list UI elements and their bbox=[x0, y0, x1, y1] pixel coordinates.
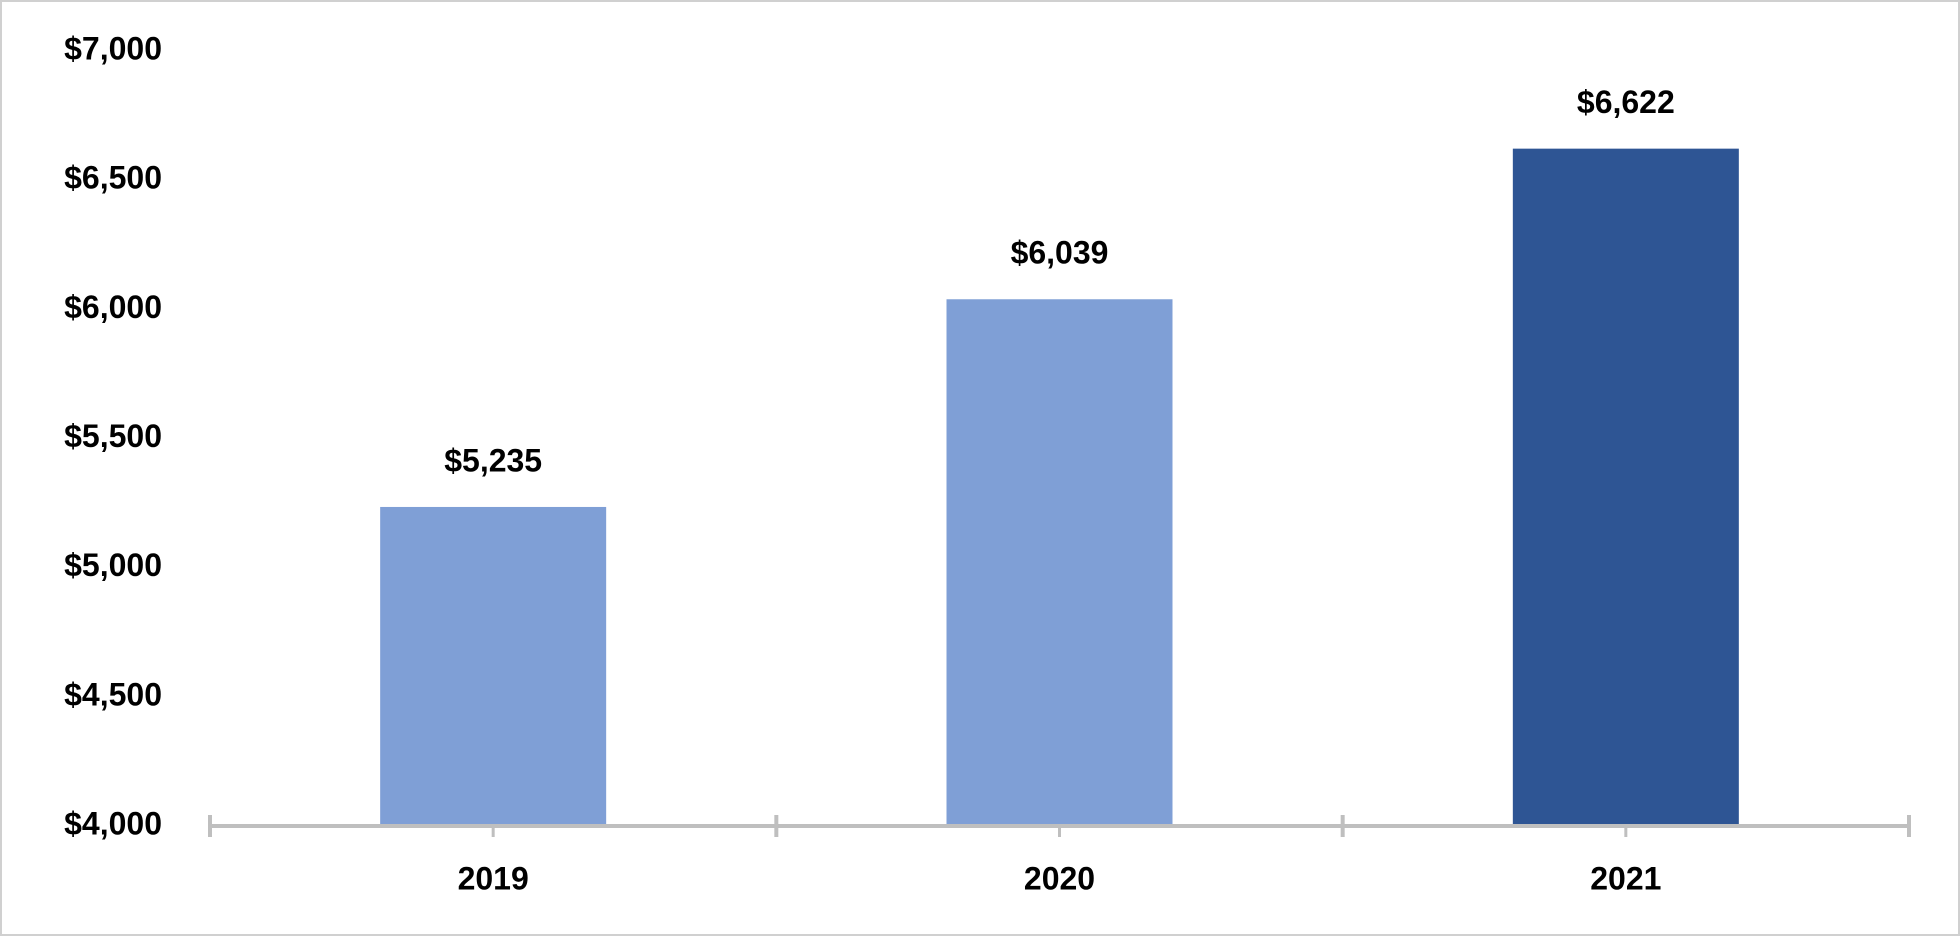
bar bbox=[946, 299, 1173, 827]
y-tick-label: $5,500 bbox=[64, 418, 162, 454]
y-tick-label: $6,000 bbox=[64, 289, 162, 325]
x-tick-label: 2019 bbox=[458, 860, 529, 896]
x-tick-label: 2020 bbox=[1024, 860, 1095, 896]
y-tick-label: $4,500 bbox=[64, 676, 162, 712]
y-tick-label: $5,000 bbox=[64, 547, 162, 583]
y-tick-label: $7,000 bbox=[64, 30, 162, 66]
value-label: $5,235 bbox=[444, 442, 542, 478]
value-label: $6,622 bbox=[1577, 84, 1675, 120]
x-tick-label: 2021 bbox=[1590, 860, 1661, 896]
value-label: $6,039 bbox=[1011, 235, 1109, 271]
bar bbox=[380, 506, 607, 826]
y-tick-label: $6,500 bbox=[64, 160, 162, 196]
y-tick-label: $4,000 bbox=[64, 805, 162, 841]
bar bbox=[1512, 148, 1739, 826]
